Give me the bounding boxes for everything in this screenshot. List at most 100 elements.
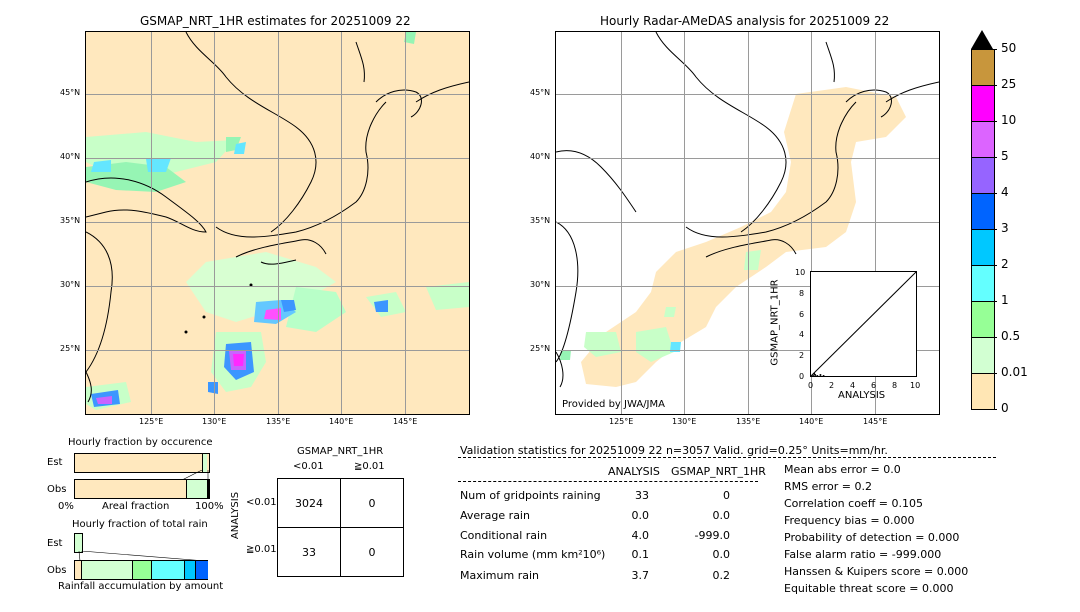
score-line: Equitable threat score = 0.000 <box>784 582 954 595</box>
scatter-point <box>813 372 816 375</box>
colorbar-label: 1 <box>1001 293 1009 307</box>
colorbar-tick <box>993 337 997 338</box>
stat-analysis: 0.1 <box>631 548 650 561</box>
score-line: Frequency bias = 0.000 <box>784 514 915 527</box>
colorbar-segment <box>971 121 995 158</box>
scatter-xtick: 8 <box>892 381 898 390</box>
left-lon-tick: 135°E <box>266 417 291 426</box>
colorbar-tick <box>993 85 997 86</box>
left-lon-tick: 145°E <box>393 417 418 426</box>
left-lat-tick: 30°N <box>60 280 81 289</box>
colorbar-border <box>971 409 995 410</box>
score-line: Correlation coeff = 0.105 <box>784 497 923 510</box>
left-lon-tick: 130°E <box>202 417 227 426</box>
occurrence-title: Hourly fraction by occurence <box>68 437 213 448</box>
colorbar-segment <box>971 373 995 410</box>
colorbar-segment <box>971 301 995 338</box>
inset-scatter-plot <box>811 272 916 376</box>
left-lat-tick: 45°N <box>60 88 81 97</box>
left-lat-tick: 25°N <box>60 344 81 353</box>
right-lat-tick: 35°N <box>530 216 551 225</box>
stat-label: Average rain <box>460 509 530 522</box>
colorbar-segment <box>971 49 995 86</box>
scatter-point <box>816 375 819 376</box>
colorbar-tick <box>993 409 997 410</box>
contingency-ylabel: ANALYSIS <box>230 491 242 540</box>
colorbar-tick <box>993 121 997 122</box>
left-lat-tick: 35°N <box>60 216 81 225</box>
contingency-row-lt: <0.01 <box>246 497 277 508</box>
right-lon-tick: 130°E <box>672 417 697 426</box>
occurrence-connector <box>181 470 209 480</box>
stat-label: Maximum rain <box>460 569 539 582</box>
stat-analysis: 0.0 <box>631 509 650 522</box>
colorbar-tick <box>993 301 997 302</box>
validation-divider <box>458 481 758 482</box>
scatter-xtick: 10 <box>910 381 921 390</box>
scatter-ytick: 8 <box>799 289 805 298</box>
stat-label: Conditional rain <box>460 529 548 542</box>
colorbar-segment <box>971 265 995 302</box>
right-map: Provided by JWA/JMA 0 2 4 6 8 10 0 2 4 6… <box>555 31 940 415</box>
stat-label: Num of gridpoints raining <box>460 489 601 502</box>
total-rain-footer: Rainfall accumulation by amount <box>58 581 224 592</box>
scatter-xtick: 4 <box>850 381 856 390</box>
contingency-cell: 33 <box>277 527 341 577</box>
contingency-col-lt: <0.01 <box>293 461 324 472</box>
score-line: RMS error = 0.2 <box>784 480 872 493</box>
colorbar-tick <box>993 373 997 374</box>
colorbar-segment <box>971 157 995 194</box>
right-lat-tick: 25°N <box>530 344 551 353</box>
contingency-row-ge: ≧0.01 <box>246 544 277 555</box>
scatter-ytick: 2 <box>799 351 805 360</box>
stat-gsmap: -999.0 <box>694 529 730 542</box>
colorbar-arrow-icon <box>971 30 993 49</box>
score-line: Probability of detection = 0.000 <box>784 531 960 544</box>
occurrence-axis-left: 0% <box>58 501 74 512</box>
colorbar-segment <box>971 337 995 374</box>
colorbar-label: 4 <box>1001 185 1009 199</box>
right-lat-tick: 30°N <box>530 280 551 289</box>
stat-gsmap: 0.0 <box>712 509 731 522</box>
left-lon-tick: 125°E <box>139 417 164 426</box>
colorbar-label: 2 <box>1001 257 1009 271</box>
scatter-xtick: 6 <box>871 381 877 390</box>
colorbar-tick <box>993 157 997 158</box>
total-rain-est-bar <box>74 533 83 553</box>
validation-header: Validation statistics for 20251009 22 n=… <box>460 444 888 457</box>
scatter-xlabel: ANALYSIS <box>838 390 886 401</box>
right-lat-tick: 45°N <box>530 88 551 97</box>
colorbar-tick <box>993 49 997 50</box>
score-line: Hanssen & Kuipers score = 0.000 <box>784 565 969 578</box>
stat-label: Rain volume (mm km²10⁶) <box>460 548 606 561</box>
contingency-cell: 0 <box>340 478 404 528</box>
scatter-ytick: 6 <box>799 310 805 319</box>
diagonal-line <box>811 272 916 376</box>
colorbar-tick <box>993 193 997 194</box>
left-map <box>85 31 470 415</box>
scatter-xtick: 2 <box>829 381 835 390</box>
colorbar-label: 0.01 <box>1001 365 1028 379</box>
stat-gsmap: 0.0 <box>712 548 731 561</box>
stat-analysis: 4.0 <box>631 529 650 542</box>
contingency-cell: 0 <box>340 527 404 577</box>
occurrence-axis-mid: Areal fraction <box>102 501 170 512</box>
colorbar-tick <box>993 265 997 266</box>
total-rain-title: Hourly fraction of total rain <box>72 519 208 530</box>
stat-gsmap: 0.2 <box>712 569 731 582</box>
colorbar-label: 0 <box>1001 401 1009 415</box>
colorbar-label: 5 <box>1001 149 1009 163</box>
occurrence-est-label: Est <box>47 457 63 468</box>
occurrence-axis-right: 100% <box>195 501 224 512</box>
colorbar-label: 10 <box>1001 113 1017 127</box>
colorbar-label: 3 <box>1001 221 1009 235</box>
left-lon-tick: 140°E <box>329 417 354 426</box>
right-lon-tick: 125°E <box>609 417 634 426</box>
colorbar-label: 0.5 <box>1001 329 1021 343</box>
contingency-title: GSMAP_NRT_1HR <box>297 446 384 457</box>
scatter-ytick: 10 <box>795 268 806 277</box>
stat-analysis: 33 <box>635 489 649 502</box>
colorbar-segment <box>971 193 995 230</box>
scatter-ylabel: GSMAP_NRT_1HR <box>769 279 781 366</box>
contingency-col-ge: ≧0.01 <box>354 461 385 472</box>
